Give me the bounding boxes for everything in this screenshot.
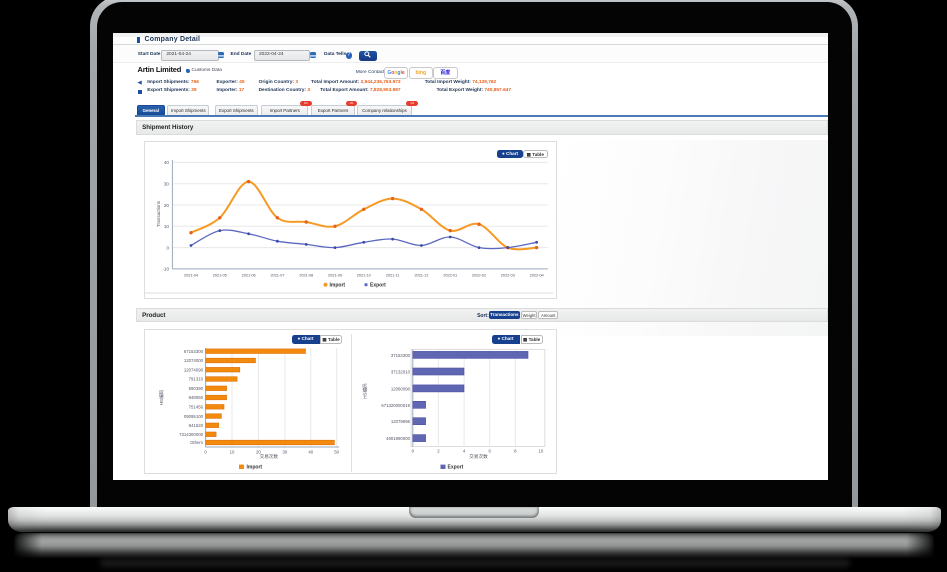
svg-text:12079996: 12079996	[390, 419, 410, 424]
svg-text:HS编码: HS编码	[158, 389, 165, 405]
svg-text:4901990000: 4901990000	[386, 436, 411, 441]
svg-text:30: 30	[163, 182, 169, 187]
svg-text:841620: 841620	[188, 423, 203, 428]
svg-text:2: 2	[437, 449, 440, 454]
svg-text:2021-04: 2021-04	[184, 273, 199, 278]
svg-text:12074090: 12074090	[183, 367, 203, 372]
svg-text:6: 6	[488, 449, 491, 454]
svg-text:37132010: 37132010	[390, 370, 410, 375]
svg-text:2021-12: 2021-12	[414, 273, 429, 278]
svg-text:2021-07: 2021-07	[270, 273, 285, 278]
svg-text:Others: Others	[190, 440, 203, 445]
svg-text:2022-04: 2022-04	[529, 273, 544, 278]
svg-text:Transactions: Transactions	[156, 200, 161, 227]
svg-text:8: 8	[514, 449, 517, 454]
svg-text:2021-05: 2021-05	[212, 273, 227, 278]
svg-text:交易次数: 交易次数	[259, 453, 278, 460]
svg-text:671320000019: 671320000019	[381, 403, 410, 408]
svg-text:10: 10	[538, 449, 543, 454]
svg-text:12074000: 12074000	[183, 358, 203, 363]
svg-text:2022-03: 2022-03	[500, 273, 515, 278]
svg-text:30: 30	[282, 450, 287, 455]
svg-text:交易次数: 交易次数	[469, 453, 488, 460]
svg-text:37153300: 37153300	[390, 353, 410, 358]
svg-text:751456: 751456	[188, 405, 203, 410]
svg-text:2021-10: 2021-10	[356, 273, 371, 278]
svg-text:20: 20	[163, 203, 169, 208]
svg-text:2021-11: 2021-11	[385, 273, 400, 278]
svg-text:HS编码: HS编码	[361, 383, 368, 399]
svg-text:0: 0	[411, 449, 414, 454]
svg-text:09095100: 09095100	[183, 414, 203, 419]
svg-text:20: 20	[256, 450, 261, 455]
svg-text:2022-02: 2022-02	[472, 273, 487, 278]
svg-text:0: 0	[166, 245, 169, 250]
svg-text:7314300000: 7314300000	[179, 432, 204, 437]
svg-text:Import: Import	[246, 465, 262, 471]
svg-text:2021-06: 2021-06	[241, 273, 256, 278]
svg-text:Export: Export	[370, 283, 386, 289]
svg-text:50: 50	[334, 450, 339, 455]
svg-text:791310: 791310	[188, 377, 203, 382]
svg-text:10: 10	[229, 450, 234, 455]
svg-text:40: 40	[308, 450, 313, 455]
svg-text:4: 4	[462, 449, 465, 454]
svg-text:Import: Import	[329, 283, 345, 289]
svg-text:2021-09: 2021-09	[328, 273, 343, 278]
svg-text:2022-01: 2022-01	[443, 273, 458, 278]
svg-text:-10: -10	[162, 267, 169, 272]
svg-text:Export: Export	[447, 465, 463, 471]
svg-text:67153300: 67153300	[183, 349, 203, 354]
svg-text:848060: 848060	[188, 395, 203, 400]
svg-text:590390: 590390	[188, 386, 203, 391]
svg-text:0: 0	[204, 450, 207, 455]
svg-text:40: 40	[163, 160, 169, 165]
svg-text:12060090: 12060090	[390, 386, 410, 391]
svg-text:2021-08: 2021-08	[299, 273, 314, 278]
svg-text:10: 10	[163, 224, 169, 229]
